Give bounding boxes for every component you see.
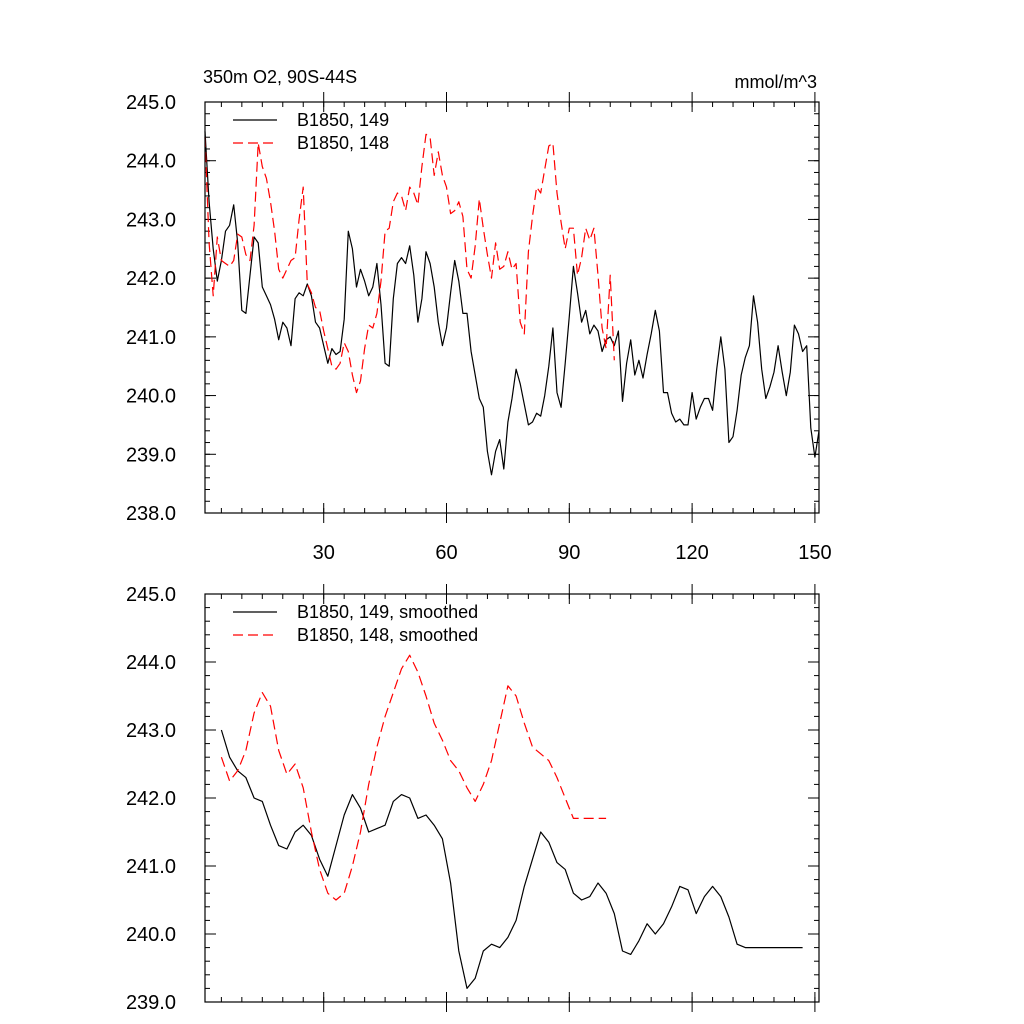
y-tick-label: 243.0	[126, 209, 176, 231]
top-panel: 350m O2, 90S-44S mmol/m^3 238.0 239.0 240.…	[126, 67, 832, 564]
bottom-legend-label-149: B1850, 149, smoothed	[297, 602, 478, 622]
top-plot-frame	[204, 101, 820, 514]
units-label: mmol/m^3	[735, 72, 817, 92]
top-legend: B1850, 149 B1850, 148	[233, 110, 389, 153]
y-tick-label: 245.0	[126, 584, 176, 606]
top-legend-label-148: B1850, 148	[297, 133, 389, 153]
y-tick-label: 245.0	[126, 92, 176, 114]
y-tick-label: 242.0	[126, 788, 176, 810]
bottom-series-lines	[220, 654, 803, 990]
x-tick-label: 30	[313, 542, 335, 564]
x-tick-label: 90	[558, 542, 580, 564]
y-tick-label: 239.0	[126, 992, 176, 1014]
bottom-axis-ticks: 239.0 240.0 241.0 242.0 243.0 244.0 245.0	[126, 584, 819, 1014]
y-tick-label: 243.0	[126, 720, 176, 742]
y-tick-label: 244.0	[126, 652, 176, 674]
x-tick-label: 120	[675, 542, 708, 564]
y-tick-label: 240.0	[126, 924, 176, 946]
y-tick-label: 238.0	[126, 503, 176, 525]
bottom-plot-frame	[204, 593, 820, 1003]
series-line-148	[204, 133, 615, 394]
y-tick-label: 244.0	[126, 151, 176, 173]
panel-title: 350m O2, 90S-44S	[203, 67, 357, 87]
bottom-legend: B1850, 149, smoothed B1850, 148, smoothe…	[233, 602, 478, 645]
y-tick-label: 242.0	[126, 268, 176, 290]
y-tick-label: 241.0	[126, 856, 176, 878]
y-tick-label: 239.0	[126, 444, 176, 466]
series-line-149	[204, 131, 820, 476]
x-tick-label: 150	[798, 542, 831, 564]
top-series-lines	[204, 131, 820, 476]
y-tick-label: 241.0	[126, 327, 176, 349]
top-legend-label-149: B1850, 149	[297, 110, 389, 130]
bottom-panel: 239.0 240.0 241.0 242.0 243.0 244.0 245.0 B185…	[126, 584, 820, 1014]
x-tick-label: 60	[435, 542, 457, 564]
series-line-149	[220, 729, 803, 990]
series-line-148	[220, 654, 607, 901]
y-tick-label: 240.0	[126, 386, 176, 408]
top-axis-ticks: 238.0 239.0 240.0 241.0 242.0 243.0 244.0 245.0…	[126, 92, 832, 564]
bottom-legend-label-148: B1850, 148, smoothed	[297, 625, 478, 645]
